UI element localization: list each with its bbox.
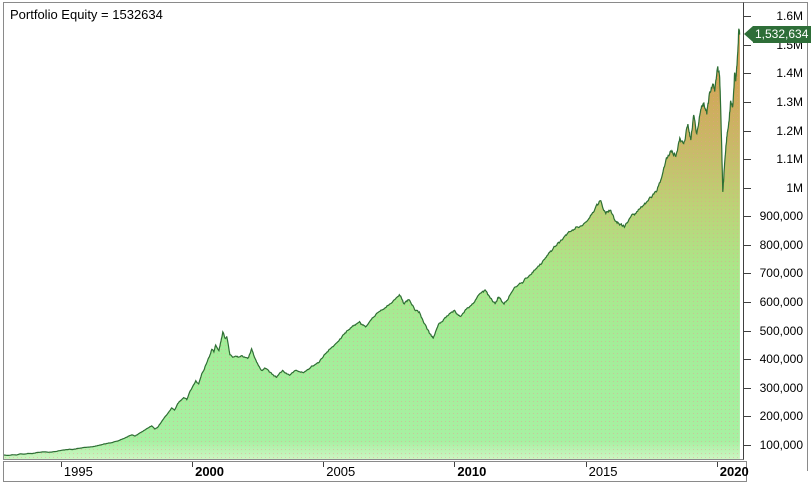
x-axis-label: 2020 [719, 464, 749, 479]
y-axis-label: 100,000 [759, 437, 803, 452]
y-axis-tick [744, 359, 751, 361]
y-axis-tick [744, 387, 751, 389]
x-axis-label: 2010 [457, 464, 487, 479]
y-axis-label: 400,000 [759, 352, 803, 367]
x-axis-tick [454, 462, 456, 467]
y-axis-label: 600,000 [759, 295, 803, 309]
y-axis-label: 1M [786, 180, 803, 195]
x-axis-tick [192, 462, 194, 467]
flag-label: 1,532,634 [753, 26, 811, 44]
y-axis-tick [744, 244, 751, 246]
chart-title: Portfolio Equity = 1532634 [10, 7, 163, 22]
x-axis-label: 1995 [63, 464, 93, 479]
y-axis-tick [744, 273, 751, 275]
y-axis-tick [744, 330, 751, 332]
y-axis-label: 700,000 [759, 266, 803, 281]
y-axis-label: 300,000 [759, 380, 803, 395]
y-axis-label: 800,000 [759, 237, 803, 252]
y-axis-tick [744, 44, 751, 46]
y-axis-tick [744, 159, 751, 161]
y-axis-label: 1.3M [776, 95, 803, 109]
y-axis[interactable]: 100,000 200,000 300,000 400,000 500,000 600,0… [744, 2, 808, 471]
y-axis-label: 200,000 [759, 409, 803, 424]
y-axis-tick [744, 102, 751, 103]
y-axis-label: 1.1M [776, 152, 803, 167]
y-axis-label: 1.6M [776, 9, 803, 24]
x-axis-label: 2015 [588, 464, 618, 479]
equity-area-dither [4, 28, 740, 459]
y-axis-tick [744, 16, 751, 18]
y-axis-label: 1.4M [776, 66, 803, 81]
y-axis-tick [744, 302, 751, 303]
x-axis-tick [323, 462, 325, 467]
y-axis-tick [744, 416, 751, 418]
x-axis-label: 2005 [326, 464, 356, 479]
y-axis-label: 1.2M [776, 123, 803, 138]
y-axis-label: 500,000 [759, 323, 803, 338]
x-axis-tick [60, 462, 62, 467]
y-axis-tick [744, 73, 751, 75]
plot-area[interactable]: Portfolio Equity = 1532634 [3, 2, 744, 460]
x-axis-label: 2000 [195, 464, 225, 479]
equity-curve-canvas [4, 28, 741, 459]
y-axis-tick [744, 444, 751, 446]
flag-arrow-icon [744, 26, 753, 43]
x-axis-tick [716, 462, 718, 467]
y-axis-label: 900,000 [759, 209, 803, 224]
y-axis-tick [744, 130, 751, 132]
x-axis[interactable]: 1995 2000 2005 2010 2015 2020 [3, 461, 749, 482]
y-axis-tick [744, 187, 751, 189]
y-axis-tick [744, 216, 751, 218]
x-axis-tick [585, 462, 587, 467]
equity-line [4, 28, 741, 456]
last-value-flag: 1,532,634 [744, 26, 811, 44]
